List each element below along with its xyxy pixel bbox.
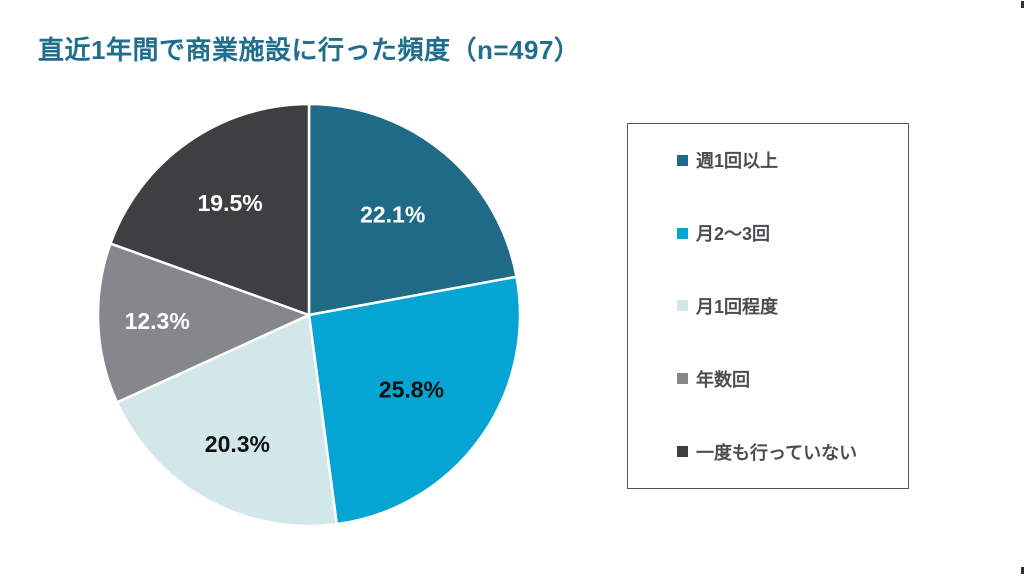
pie-slice-label: 25.8% [379, 376, 444, 402]
pie-slice-label: 12.3% [125, 308, 190, 334]
pie-slice-label: 19.5% [197, 190, 262, 216]
pie-slice [109, 102, 311, 317]
screenshot-edge-artifact-bottom [1021, 567, 1024, 574]
legend-swatch-icon [677, 446, 688, 458]
legend-item-label: 年数回 [696, 369, 750, 390]
legend-swatch-icon [677, 154, 688, 166]
legend-item: 年数回 [677, 366, 908, 392]
screenshot-edge-artifact-top [1021, 1, 1024, 8]
legend-item: 週1回以上 [677, 147, 908, 173]
chart-title: 直近1年間で商業施設に行った頻度（n=497） [38, 35, 581, 65]
pie-chart-svg: 22.1% 25.8% 20.3% 12.3% 19.5% [96, 102, 522, 528]
legend-swatch-icon [677, 300, 688, 312]
pie-slice-label: 22.1% [360, 202, 425, 228]
legend-box: 週1回以上 月2〜3回 月1回程度 年数回 一度も行っていない [627, 123, 909, 489]
pie-slice-label: 20.3% [205, 431, 270, 457]
legend-item-label: 月1回程度 [696, 296, 779, 317]
legend-item-label: 一度も行っていない [696, 442, 858, 463]
legend-swatch-icon [677, 373, 688, 385]
pie-slice [307, 102, 518, 317]
pie-slice [96, 242, 311, 404]
legend-item: 月2〜3回 [677, 220, 908, 246]
legend-item: 一度も行っていない [677, 439, 908, 465]
legend-item-label: 週1回以上 [696, 151, 779, 172]
pie-slice [115, 313, 339, 528]
legend-item-label: 月2〜3回 [696, 224, 771, 245]
legend-swatch-icon [677, 227, 688, 239]
pie-chart: 22.1% 25.8% 20.3% 12.3% 19.5% [89, 95, 529, 535]
pie-slice [307, 275, 522, 526]
legend-item: 月1回程度 [677, 293, 908, 319]
